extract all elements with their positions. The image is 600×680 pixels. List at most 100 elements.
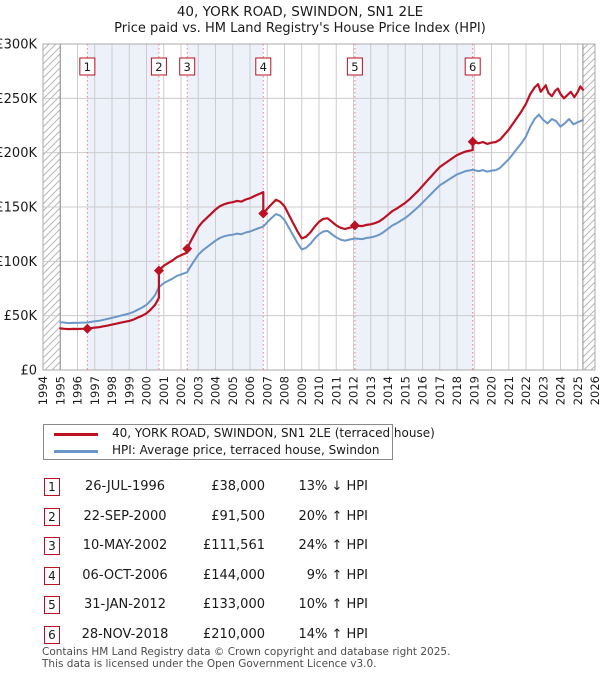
sale-number-box — [346, 57, 363, 76]
x-axis-tick-label: 2005 — [226, 376, 240, 405]
x-axis-tick-label: 2008 — [278, 376, 292, 405]
y-axis-tick-label: £0 — [20, 364, 37, 379]
x-axis-tick-label: 2025 — [571, 376, 585, 405]
transaction-date: 06-OCT-2006 — [82, 567, 168, 583]
transaction-number: 3 — [44, 537, 60, 556]
sale-number-label: 1 — [84, 60, 91, 74]
transaction-date: 26-JUL-1996 — [84, 479, 166, 494]
transaction-price: £210,000 — [202, 627, 265, 642]
sale-marker — [182, 243, 193, 254]
transaction-number: 6 — [44, 626, 60, 644]
footer-licence: This data is licensed under the Open Gov… — [42, 658, 377, 670]
x-axis-tick-label: 2019 — [467, 376, 481, 405]
y-axis-tick-label: £200K — [0, 146, 37, 161]
x-axis-tick-label: 1998 — [105, 376, 119, 405]
x-axis-tick-label: 2012 — [347, 376, 361, 405]
x-axis-tick-label: 2003 — [191, 376, 205, 405]
transaction-number: 1 — [44, 478, 60, 496]
y-axis-tick-label: £50K — [4, 309, 38, 324]
transaction-hpi-delta: 13% ↓ HPI — [298, 479, 368, 494]
sale-marker — [349, 220, 360, 231]
x-axis-tick-label: 1994 — [36, 376, 50, 405]
sale-marker — [258, 208, 269, 219]
x-axis-tick-label: 2022 — [519, 376, 533, 405]
legend-entry-property: 40, YORK ROAD, SWINDON, SN1 2LE (terrace… — [44, 425, 435, 442]
legend-label-hpi: HPI: Average price, terraced house, Swin… — [112, 443, 380, 457]
x-axis-tick-label: 2009 — [295, 376, 309, 405]
x-axis-tick-label: 2007 — [260, 376, 274, 405]
transaction-hpi-delta: 9% ↑ HPI — [306, 567, 368, 583]
chart-legend: 40, YORK ROAD, SWINDON, SN1 2LE (terrace… — [43, 424, 435, 460]
sale-number-label: 4 — [260, 60, 267, 74]
transaction-hpi-delta: 14% ↑ HPI — [298, 627, 368, 642]
transaction-hpi-delta: 20% ↑ HPI — [298, 508, 368, 524]
sale-number-label: 6 — [469, 60, 476, 74]
transaction-hpi-delta: 24% ↑ HPI — [298, 538, 368, 554]
x-axis-tick-label: 2026 — [588, 376, 600, 405]
x-axis-tick-label: 2013 — [364, 376, 378, 405]
transaction-price: £133,000 — [202, 597, 265, 613]
sale-marker — [153, 265, 164, 276]
transaction-date: 28-NOV-2018 — [81, 627, 169, 642]
x-axis-tick-label: 2000 — [140, 376, 154, 405]
footer-copyright: Contains HM Land Registry data © Crown c… — [42, 646, 451, 658]
sale-number-box — [79, 57, 96, 76]
x-axis-tick-label: 1999 — [122, 376, 136, 405]
plot-frame — [42, 43, 596, 371]
sale-number-box — [255, 57, 272, 76]
x-axis-tick-label: 2020 — [485, 376, 499, 405]
legend-entry-hpi: HPI: Average price, terraced house, Swin… — [44, 442, 392, 459]
x-axis-tick-label: 2021 — [502, 376, 516, 405]
page-title: 40, YORK ROAD, SWINDON, SN1 2LE — [176, 4, 424, 20]
x-axis-tick-label: 2010 — [312, 376, 326, 405]
x-axis-tick-label: 1997 — [88, 376, 102, 405]
x-axis-tick-label: 2018 — [450, 376, 464, 405]
y-axis-tick-label: £300K — [0, 38, 37, 53]
x-axis-tick-label: 2015 — [398, 376, 412, 405]
property-price-line — [59, 83, 585, 331]
y-axis-tick-label: £250K — [0, 92, 37, 107]
sale-number-box — [179, 57, 196, 76]
x-axis-tick-label: 2002 — [174, 376, 188, 405]
x-axis-tick-label: 2006 — [243, 376, 257, 405]
transaction-row: 1 26-JUL-1996 £38,000 13% ↓ HPI — [0, 478, 600, 500]
y-axis-tick-label: £150K — [0, 201, 37, 216]
transaction-date: 31-JAN-2012 — [84, 597, 166, 613]
x-axis-tick-label: 2024 — [554, 376, 568, 405]
sale-number-label: 3 — [184, 60, 191, 74]
price-chart: 1 2 3 4 5 6 £0 £50K £100K £150K £200K £250K £300K 199… — [0, 38, 600, 406]
sale-number-label: 5 — [351, 60, 358, 74]
transaction-price: £38,000 — [211, 479, 265, 494]
x-axis-tick-label: 2014 — [381, 376, 395, 405]
hpi-line-swatch — [54, 450, 98, 453]
x-axis-tick-label: 1995 — [53, 376, 67, 405]
legend-label-property: 40, YORK ROAD, SWINDON, SN1 2LE (terrace… — [112, 426, 435, 440]
transaction-row: 3 10-MAY-2002 £111,561 24% ↑ HPI — [0, 537, 600, 559]
property-line-swatch — [54, 433, 98, 436]
sale-marker — [467, 136, 478, 147]
x-axis-tick-label: 2017 — [433, 376, 447, 405]
x-axis-tick-label: 2023 — [536, 376, 550, 405]
transaction-number: 4 — [44, 566, 60, 585]
transaction-price: £91,500 — [211, 508, 265, 524]
x-axis-tick-label: 2016 — [416, 376, 430, 405]
sale-number-label: 2 — [155, 60, 162, 74]
transaction-date: 10-MAY-2002 — [82, 538, 168, 554]
transaction-date: 22-SEP-2000 — [83, 508, 167, 524]
transaction-price: £144,000 — [202, 567, 265, 583]
transaction-number: 5 — [44, 596, 60, 615]
page-subtitle: Price paid vs. HM Land Registry's House … — [114, 21, 486, 36]
transaction-row: 5 31-JAN-2012 £133,000 10% ↑ HPI — [0, 596, 600, 618]
transaction-hpi-delta: 10% ↑ HPI — [298, 597, 368, 613]
x-axis-tick-label: 2001 — [157, 376, 171, 405]
hpi-line — [59, 113, 584, 325]
transaction-row: 6 28-NOV-2018 £210,000 14% ↑ HPI — [0, 626, 600, 648]
x-axis-tick-label: 2004 — [209, 376, 223, 405]
y-axis-tick-label: £100K — [0, 255, 37, 270]
x-axis-tick-label: 2011 — [329, 376, 343, 405]
transaction-number: 2 — [44, 507, 60, 526]
transaction-price: £111,561 — [202, 538, 265, 554]
transaction-row: 2 22-SEP-2000 £91,500 20% ↑ HPI — [0, 507, 600, 530]
transaction-row: 4 06-OCT-2006 £144,000 9% ↑ HPI — [0, 566, 600, 589]
sale-number-box — [150, 57, 167, 76]
